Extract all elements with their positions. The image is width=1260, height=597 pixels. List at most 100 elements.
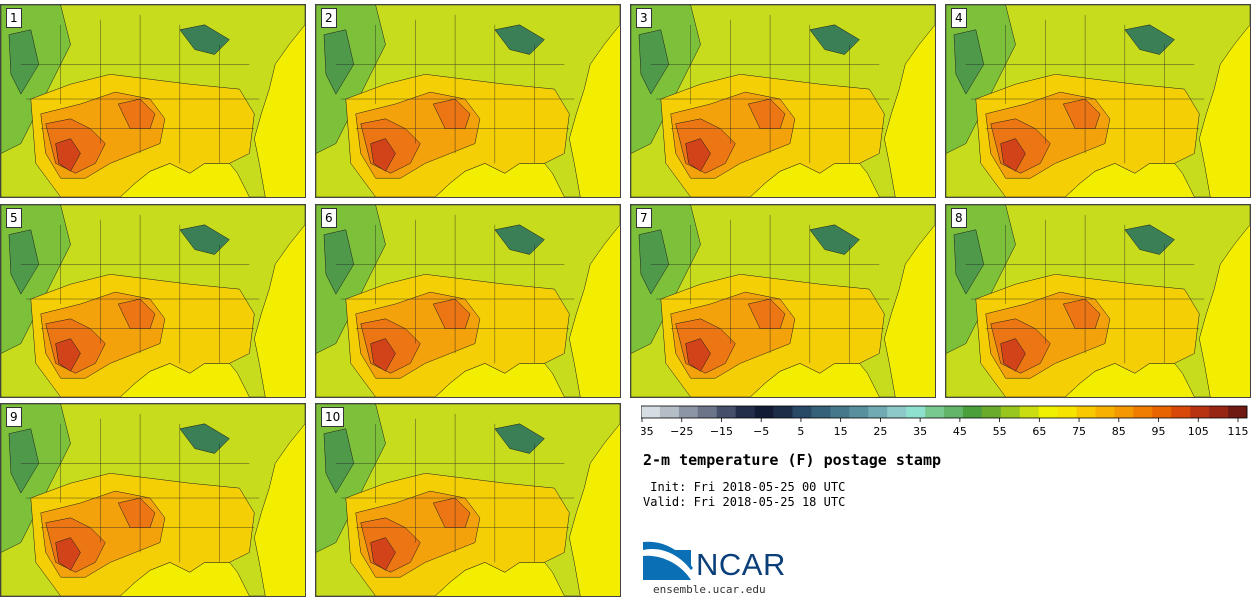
temperature-map: [316, 205, 620, 397]
very-hot-region: [432, 298, 471, 329]
map-panel: 8: [945, 204, 1251, 398]
colorbar-swatch: [1171, 406, 1191, 418]
very-hot-region: [117, 98, 156, 129]
ncar-logo-icon: [643, 541, 693, 580]
mountain-region: [8, 229, 40, 295]
colorbar-swatch: [906, 406, 926, 418]
colorbar-tick-label: −35: [641, 425, 654, 438]
colorbar-swatch: [641, 406, 661, 418]
colorbar-swatch: [792, 406, 812, 418]
extreme-region: [370, 338, 396, 372]
temperature-map: [1, 205, 305, 397]
very-hot-region: [747, 298, 786, 329]
mountain-region: [323, 29, 355, 95]
colorbar-swatch: [868, 406, 888, 418]
mountain-region: [8, 428, 40, 494]
colorbar-tick-label: 105: [1188, 425, 1209, 438]
colorbar-tick-label: 35: [913, 425, 927, 438]
colorbar-tick-label: 5: [797, 425, 804, 438]
colorbar-tick-label: −25: [670, 425, 693, 438]
extreme-region: [55, 338, 81, 372]
mountain-region: [8, 29, 40, 95]
colorbar-swatch: [1152, 406, 1172, 418]
colorbar-swatch: [830, 406, 850, 418]
great-lakes: [494, 24, 545, 55]
very-hot-region: [1062, 98, 1101, 129]
logo-text: NCAR: [696, 547, 786, 582]
colorbar-swatch: [754, 406, 774, 418]
panel-label: 2: [321, 8, 337, 28]
colorbar-swatch: [659, 406, 680, 418]
panel-label: 7: [636, 208, 652, 228]
great-lakes: [494, 224, 545, 255]
panel-label: 4: [951, 8, 967, 28]
colorbar-swatch: [925, 406, 945, 418]
colorbar-swatch: [1133, 406, 1153, 418]
temperature-map: [316, 404, 620, 596]
site-url: ensemble.ucar.edu: [653, 583, 766, 596]
temperature-map: [631, 5, 935, 197]
temperature-map: [946, 205, 1250, 397]
panel-label: 1: [6, 8, 22, 28]
very-hot-region: [432, 497, 471, 528]
panel-label: 10: [321, 407, 345, 427]
colorbar-swatch: [735, 406, 755, 418]
valid-time: Valid: Fri 2018-05-25 18 UTC: [643, 495, 846, 509]
colorbar-swatch: [697, 406, 718, 418]
temperature-map: [316, 5, 620, 197]
very-hot-region: [117, 298, 156, 329]
extreme-region: [370, 537, 396, 571]
great-lakes: [1124, 24, 1175, 55]
mountain-region: [323, 229, 355, 295]
colorbar-tick-label: 75: [1072, 425, 1086, 438]
panel-label: 6: [321, 208, 337, 228]
colorbar-tick-label: 25: [873, 425, 887, 438]
colorbar-tick-label: 115: [1228, 425, 1249, 438]
extreme-region: [55, 138, 81, 172]
extreme-region: [685, 338, 711, 372]
very-hot-region: [432, 98, 471, 129]
great-lakes: [809, 24, 860, 55]
extreme-region: [370, 138, 396, 172]
colorbar-swatch: [716, 406, 736, 418]
temperature-map: [1, 5, 305, 197]
colorbar-swatch: [1190, 406, 1210, 418]
panel-label: 8: [951, 208, 967, 228]
panel-label: 9: [6, 407, 22, 427]
very-hot-region: [747, 98, 786, 129]
map-panel: 9: [0, 403, 306, 597]
mountain-region: [953, 229, 985, 295]
colorbar-swatch: [944, 406, 964, 418]
very-hot-region: [117, 497, 156, 528]
colorbar-swatch: [887, 406, 907, 418]
mountain-region: [638, 229, 670, 295]
great-lakes: [179, 224, 230, 255]
colorbar-swatch: [773, 406, 793, 418]
panel-label: 3: [636, 8, 652, 28]
colorbar-tick-label: 65: [1032, 425, 1046, 438]
extreme-region: [55, 537, 81, 571]
map-panel: 2: [315, 4, 621, 198]
colorbar-swatch: [1019, 406, 1039, 418]
init-time: Init: Fri 2018-05-25 00 UTC: [643, 480, 846, 494]
colorbar-swatch: [1095, 406, 1115, 418]
mountain-region: [323, 428, 355, 494]
map-panel: 7: [630, 204, 936, 398]
mountain-region: [638, 29, 670, 95]
colorbar-swatch: [1114, 406, 1134, 418]
mountain-region: [953, 29, 985, 95]
map-panel: 4: [945, 4, 1251, 198]
extreme-region: [1000, 338, 1026, 372]
temperature-colorbar: −35 −25 −15 −5 5 15 25 35 45 55 65 75 85 95 105 115: [641, 405, 1249, 438]
colorbar-tick-label: 55: [993, 425, 1007, 438]
colorbar-swatch: [981, 406, 1002, 418]
colorbar-swatch: [849, 406, 869, 418]
colorbar-tick-label: 15: [834, 425, 848, 438]
temperature-map: [1, 404, 305, 596]
panel-label: 5: [6, 208, 22, 228]
colorbar-swatch: [1076, 406, 1096, 418]
great-lakes: [494, 423, 545, 454]
great-lakes: [1124, 224, 1175, 255]
map-panel: 10: [315, 403, 621, 597]
colorbar-swatch: [1000, 406, 1021, 418]
